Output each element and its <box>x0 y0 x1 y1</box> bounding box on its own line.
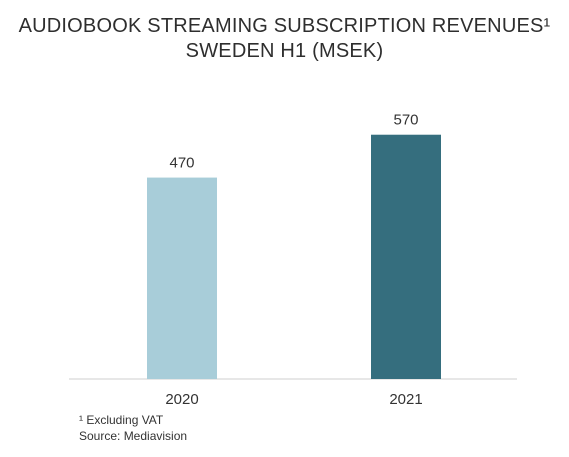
chart-title: AUDIOBOOK STREAMING SUBSCRIPTION REVENUE… <box>0 14 569 64</box>
footnote-source: Source: Mediavision <box>79 429 188 443</box>
data-label-2020: 470 <box>169 155 194 172</box>
chart-title-line1: AUDIOBOOK STREAMING SUBSCRIPTION REVENUE… <box>18 15 551 37</box>
data-label-2021: 570 <box>393 112 418 129</box>
footnote-vat: ¹ Excluding VAT <box>79 413 164 427</box>
bar-2021 <box>371 134 441 379</box>
footnotes: ¹ Excluding VAT Source: Mediavision <box>79 412 187 444</box>
x-tick-label-2021: 2021 <box>389 391 422 408</box>
x-tick-label-2020: 2020 <box>165 391 198 408</box>
chart-title-line2: SWEDEN H1 (MSEK) <box>185 40 384 62</box>
bar-2020 <box>147 177 217 379</box>
